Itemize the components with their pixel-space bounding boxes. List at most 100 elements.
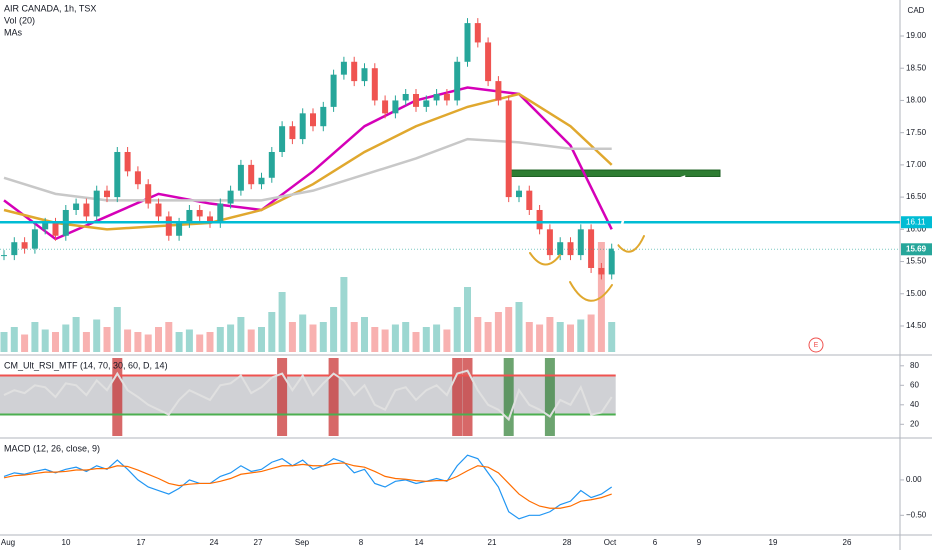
candle-body [577,229,584,256]
date-label: Sep [295,538,310,547]
rsi-tick-label: 40 [910,400,919,409]
volume-bar [113,307,121,352]
volume-bar [536,324,544,352]
price-tick-label: 15.00 [906,289,927,298]
study-legend[interactable]: CM_Ult_RSI_MTF (14, 70, 30, 60, D, 14) [4,360,168,370]
candle-body [186,209,193,223]
date-label: 8 [359,538,364,547]
volume-bar [381,329,389,352]
candle-body [21,242,28,249]
volume-bar [371,327,379,352]
rsi-overbought [462,358,473,436]
candle-body [52,222,59,236]
date-label: Oct [604,538,617,547]
arrow [630,194,657,221]
date-label: 14 [415,538,424,547]
candle-body [454,61,461,101]
candle-body [320,106,327,127]
volume-bar [330,307,338,352]
volume-bar [350,322,358,352]
volume-bar [62,324,70,352]
volume-bar [134,332,142,352]
level-badge [901,216,932,229]
head-curve [569,281,613,302]
rsi-tick-label: 80 [910,361,919,370]
volume-bar [196,334,204,352]
date-label: 21 [488,538,497,547]
price-tick-label: 16.00 [906,224,927,233]
candle-body [124,151,131,172]
price-tick-label: 16.50 [906,192,927,201]
date-label: Aug [1,538,15,547]
candle-body [165,216,172,236]
volume-bar [72,317,80,352]
volume-bar [505,307,513,352]
candle-body [474,23,481,43]
volume-bar [0,332,8,352]
volume-bar [443,329,451,352]
volume-bar [124,329,132,352]
symbol-legend[interactable]: AIR CANADA, 1h, TSX [4,3,96,13]
candle-body [608,248,615,275]
price-tick-label: 14.50 [906,321,927,330]
rsi-line [3,369,613,422]
candle-body [340,61,347,75]
date-label: 26 [843,538,852,547]
rsi-oversold [503,358,514,436]
annotations [529,175,686,302]
candle-body [207,216,213,223]
shoulder-curve [529,252,561,266]
candle-body [485,42,492,82]
volume-bar [247,329,255,352]
rsi-overbought [328,358,339,436]
volume-bar [422,327,430,352]
volume-bar [546,317,554,352]
volume-bar [144,334,152,352]
candle-body [196,209,203,217]
candle-body [526,190,533,210]
candle-body [248,164,255,185]
study-legend[interactable]: MAs [4,27,23,37]
volume-bar [453,307,461,352]
volume-bar [319,322,327,352]
last-price-badge [901,243,932,256]
date-label: 9 [697,538,702,547]
candle-body [42,222,49,230]
volume-bar [175,332,183,352]
candle-body [567,242,574,256]
candle-body [464,23,471,62]
volume-bar [206,332,214,352]
volume-bar [268,312,276,352]
volume-bar [309,324,317,352]
volume-bar [31,322,39,352]
candle-body [268,151,275,178]
candle-body [351,61,358,82]
earnings-icon[interactable] [808,337,824,353]
candle-body [237,164,244,191]
candle-body [443,93,450,101]
candle-body [598,267,605,275]
candle-body [402,93,409,101]
volume-bar [402,322,410,352]
volume-bar [340,277,348,352]
volume-bar [474,317,482,352]
date-label: 28 [563,538,572,547]
level-label: 16.11 [906,217,926,226]
candle-body [382,100,389,114]
candle-body [279,126,286,152]
volume-bar [10,327,18,352]
volume-bar [433,324,441,352]
rsi-overbought [112,358,123,436]
study-legend[interactable]: MACD (12, 26, close, 9) [4,443,100,453]
macd-tick-label: −0.50 [906,510,927,519]
candle-body [423,100,430,107]
candle-body [1,255,7,257]
volume-bar [288,322,296,352]
study-legend[interactable]: Vol (20) [4,15,35,25]
date-label: 24 [210,538,219,547]
date-label: 19 [769,538,778,547]
earnings-label[interactable]: E [814,342,819,349]
date-label: 10 [62,538,71,547]
volume-bar [52,332,59,352]
